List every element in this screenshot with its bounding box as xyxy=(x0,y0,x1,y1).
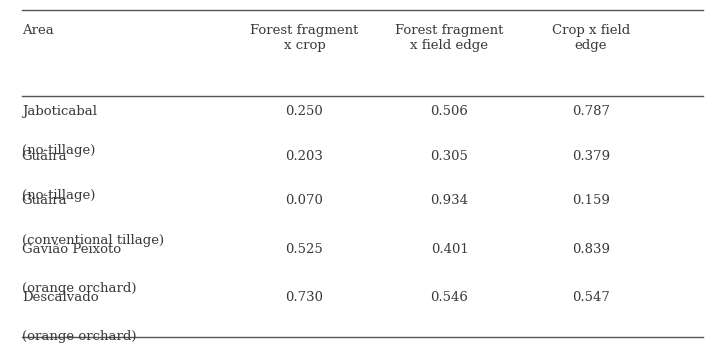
Text: Jaboticabal: Jaboticabal xyxy=(22,105,96,118)
Text: Descalvado: Descalvado xyxy=(22,291,99,304)
Text: 0.250: 0.250 xyxy=(286,105,323,118)
Text: 0.546: 0.546 xyxy=(431,291,468,304)
Text: 0.547: 0.547 xyxy=(572,291,610,304)
Text: 0.305: 0.305 xyxy=(431,150,468,163)
Text: (conventional tillage): (conventional tillage) xyxy=(22,234,164,247)
Text: 0.506: 0.506 xyxy=(431,105,468,118)
Text: Guáira: Guáira xyxy=(22,194,67,207)
Text: 0.839: 0.839 xyxy=(572,243,610,256)
Text: Forest fragment
x crop: Forest fragment x crop xyxy=(250,24,359,52)
Text: (orange orchard): (orange orchard) xyxy=(22,282,136,295)
Text: Guáira: Guáira xyxy=(22,150,67,163)
Text: Area: Area xyxy=(22,24,54,37)
Text: 0.159: 0.159 xyxy=(572,194,610,207)
Text: (orange orchard): (orange orchard) xyxy=(22,330,136,343)
Text: 0.379: 0.379 xyxy=(572,150,610,163)
Text: 0.934: 0.934 xyxy=(431,194,468,207)
Text: 0.525: 0.525 xyxy=(286,243,323,256)
Text: 0.730: 0.730 xyxy=(286,291,323,304)
Text: Forest fragment
x field edge: Forest fragment x field edge xyxy=(395,24,504,52)
Text: Gavião Peixoto: Gavião Peixoto xyxy=(22,243,121,256)
Text: (no-tillage): (no-tillage) xyxy=(22,144,95,158)
Text: 0.203: 0.203 xyxy=(286,150,323,163)
Text: Crop x field
edge: Crop x field edge xyxy=(552,24,630,52)
Text: (no-tillage): (no-tillage) xyxy=(22,189,95,202)
Text: 0.070: 0.070 xyxy=(286,194,323,207)
Text: 0.787: 0.787 xyxy=(572,105,610,118)
Text: 0.401: 0.401 xyxy=(431,243,468,256)
